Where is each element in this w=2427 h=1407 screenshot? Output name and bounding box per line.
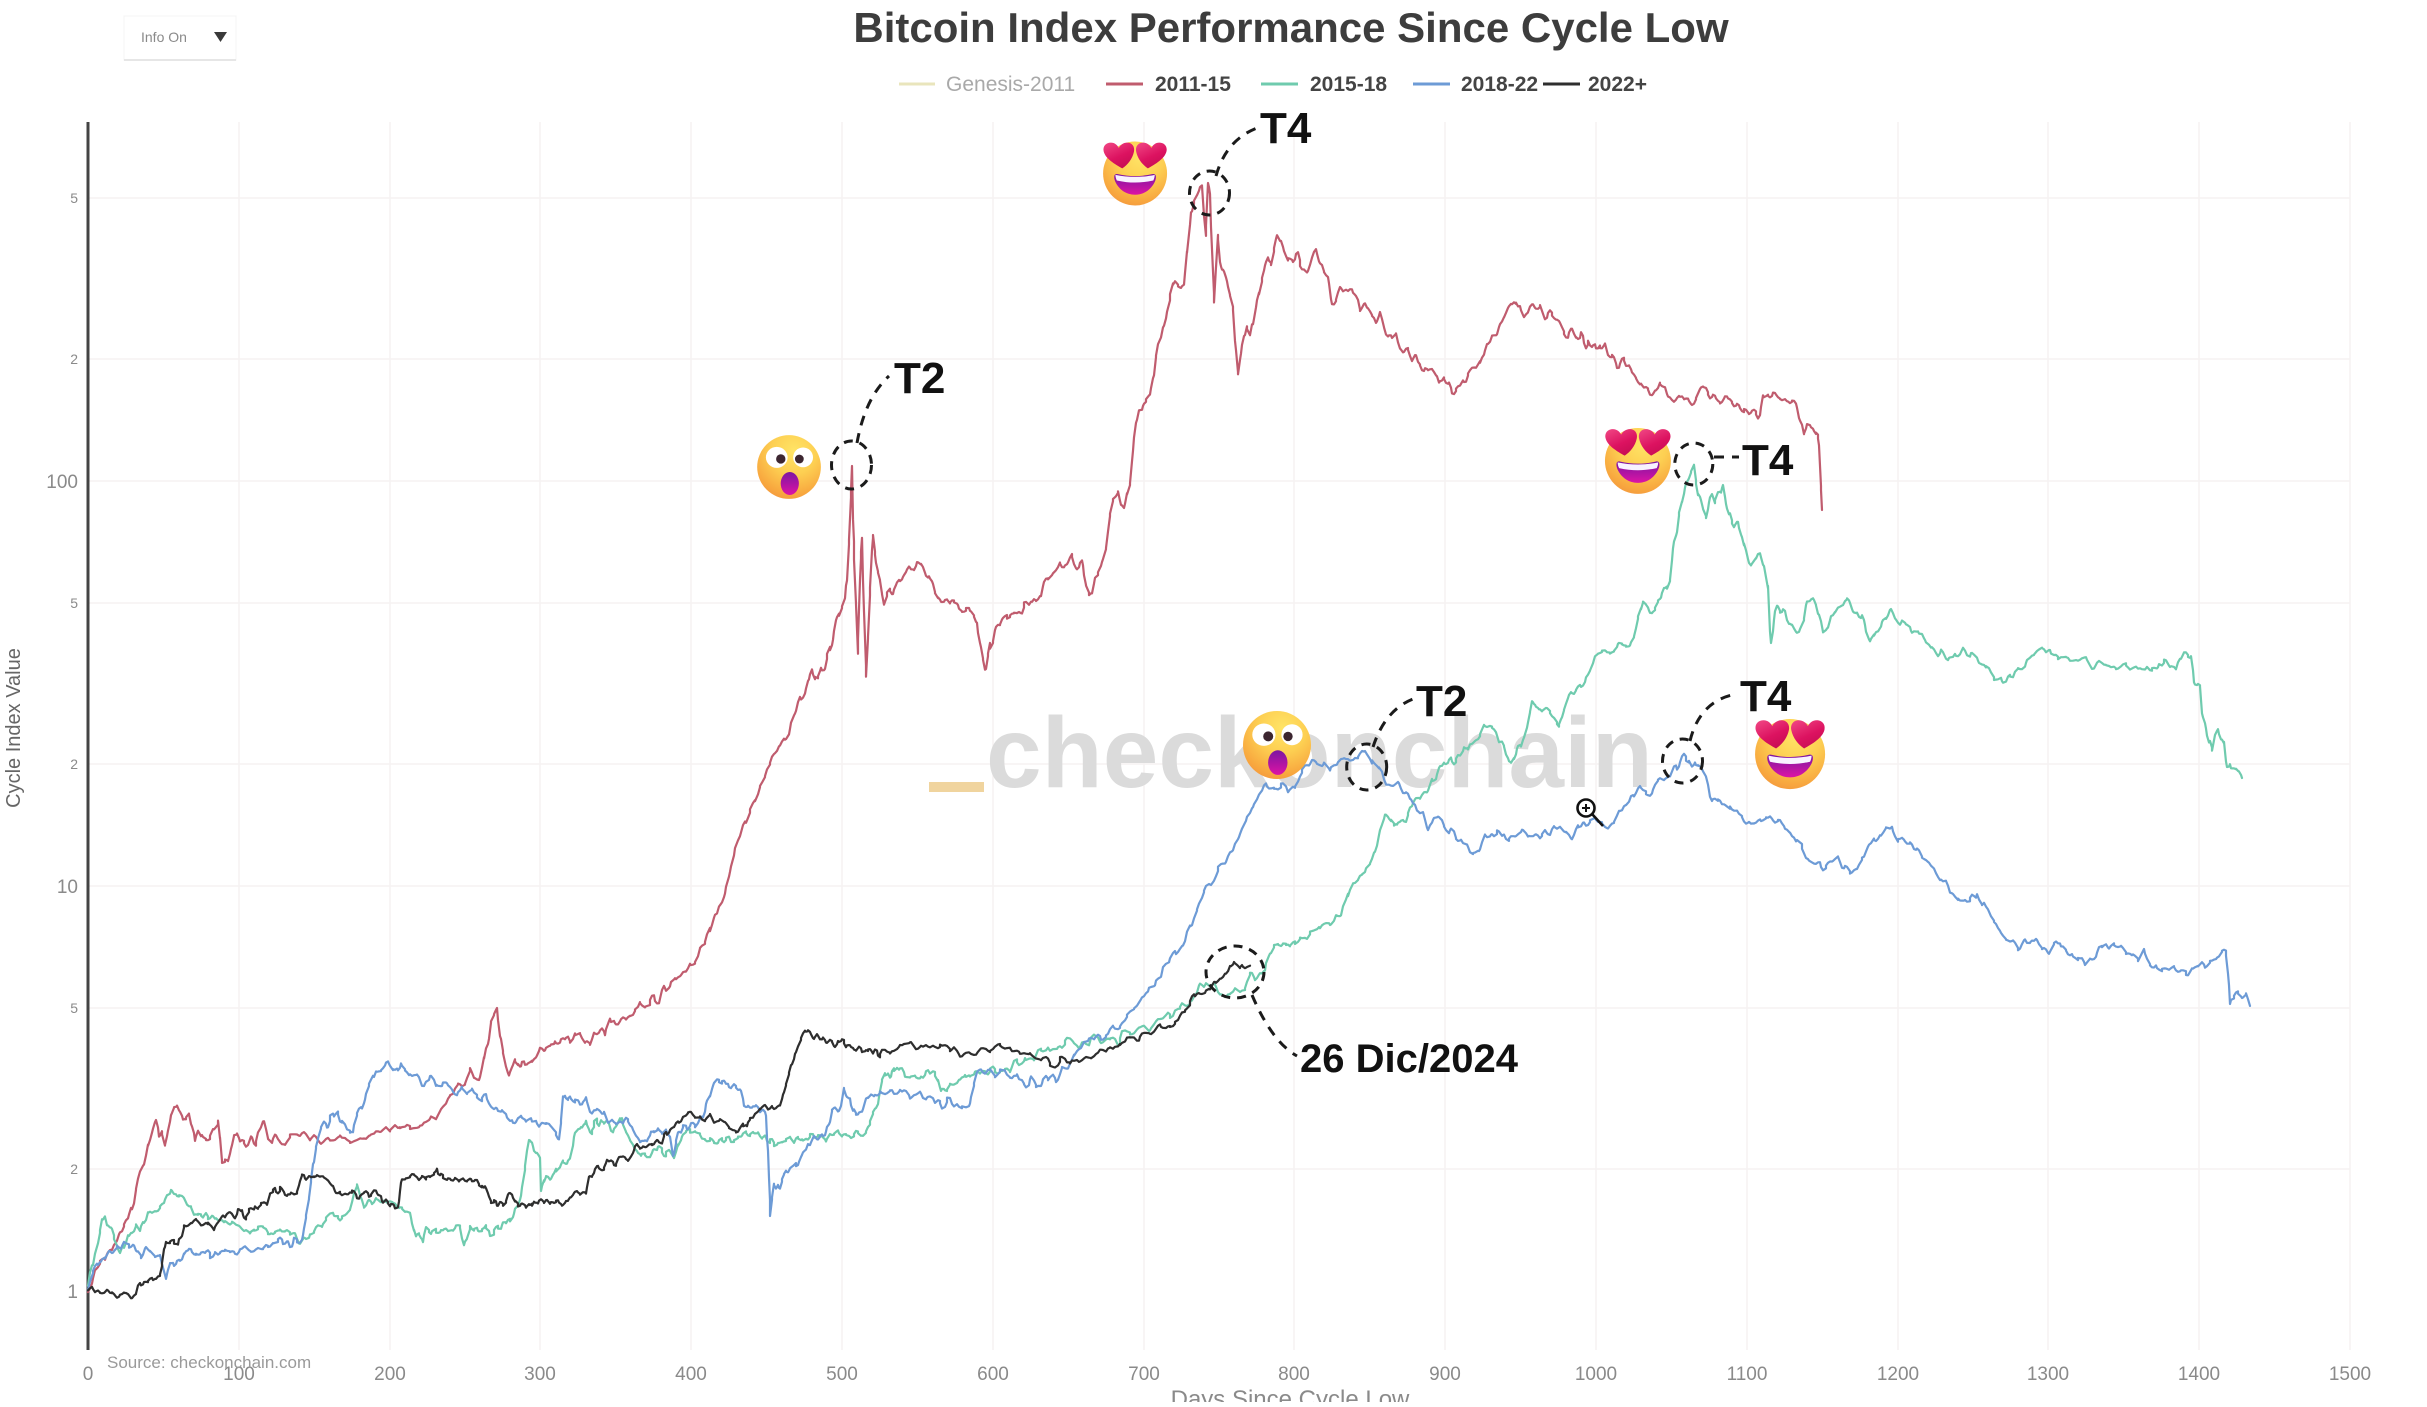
svg-text:T4: T4: [1260, 104, 1312, 153]
svg-text:T4: T4: [1740, 672, 1792, 721]
svg-text:1000: 1000: [1575, 1364, 1617, 1385]
svg-text:1200: 1200: [1877, 1364, 1919, 1385]
svg-text:2: 2: [70, 1161, 78, 1177]
svg-text:2018-22: 2018-22: [1461, 73, 1538, 96]
svg-text:2022+: 2022+: [1588, 73, 1647, 96]
svg-text:0: 0: [83, 1364, 94, 1385]
svg-text:5: 5: [70, 190, 78, 206]
svg-text:500: 500: [826, 1364, 858, 1385]
svg-text:Info On: Info On: [141, 29, 187, 45]
svg-text:1500: 1500: [2329, 1364, 2371, 1385]
svg-text:T2: T2: [894, 354, 945, 403]
svg-text:2015-18: 2015-18: [1310, 73, 1387, 96]
svg-text:Days Since Cycle Low: Days Since Cycle Low: [1171, 1386, 1410, 1402]
svg-text:1: 1: [67, 1282, 78, 1303]
svg-text:300: 300: [524, 1364, 556, 1385]
svg-text:700: 700: [1128, 1364, 1160, 1385]
svg-text:26 Dic/2024: 26 Dic/2024: [1300, 1037, 1519, 1081]
svg-text:200: 200: [374, 1364, 406, 1385]
svg-text:T2: T2: [1416, 677, 1467, 726]
svg-text:Cycle Index Value: Cycle Index Value: [3, 648, 25, 808]
svg-text:400: 400: [675, 1364, 707, 1385]
svg-text:600: 600: [977, 1364, 1009, 1385]
svg-text:5: 5: [70, 595, 78, 611]
svg-text:5: 5: [70, 1000, 78, 1016]
svg-text:10: 10: [57, 877, 78, 898]
svg-text:100: 100: [46, 472, 78, 493]
svg-text:Source: checkonchain.com: Source: checkonchain.com: [107, 1353, 311, 1372]
svg-text:T4: T4: [1742, 436, 1794, 485]
svg-text:Genesis-2011: Genesis-2011: [946, 73, 1075, 96]
svg-text:Bitcoin Index Performance Sinc: Bitcoin Index Performance Since Cycle Lo…: [853, 4, 1729, 51]
svg-text:2: 2: [70, 351, 78, 367]
svg-text:2011-15: 2011-15: [1155, 73, 1231, 96]
svg-text:2: 2: [70, 756, 78, 772]
svg-text:1400: 1400: [2178, 1364, 2220, 1385]
svg-text:1100: 1100: [1727, 1364, 1768, 1385]
svg-text:100: 100: [223, 1364, 255, 1385]
svg-text:checkonchain: checkonchain: [986, 697, 1653, 809]
svg-text:1300: 1300: [2027, 1364, 2069, 1385]
svg-text:800: 800: [1278, 1364, 1310, 1385]
svg-text:900: 900: [1429, 1364, 1461, 1385]
